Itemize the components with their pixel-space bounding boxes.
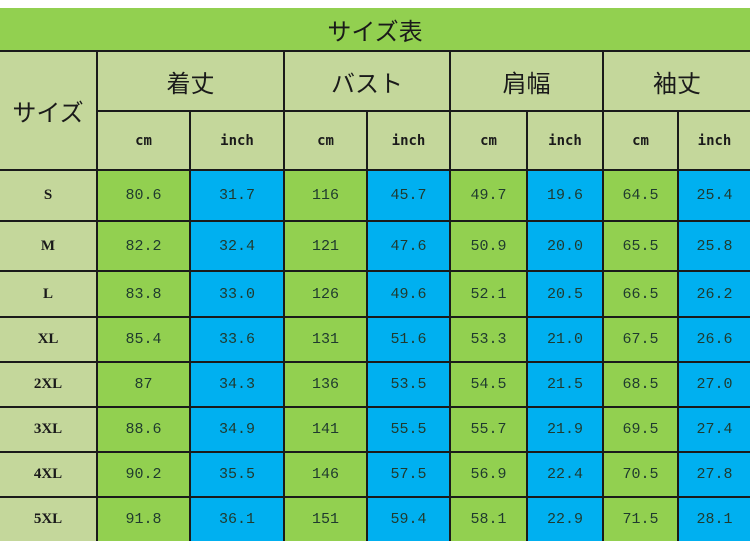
cm-value-cell: 80.6: [96, 169, 191, 222]
table-row: M 82.2 32.4 121 47.6 50.9 20.0 65.5 25.8: [0, 220, 750, 272]
cm-value-cell: 83.8: [96, 270, 191, 318]
inch-value-cell: 33.0: [189, 270, 285, 318]
size-label: M: [0, 220, 98, 272]
table-row: 4XL 90.2 35.5 146 57.5 56.9 22.4 70.5 27.8: [0, 451, 750, 498]
size-chart: サイズ表 サイズ 着丈 バスト 肩幅 袖丈 cm inch cm: [0, 8, 750, 541]
unit-header-inch: inch: [189, 110, 285, 171]
inch-value-cell: 59.4: [366, 496, 451, 541]
size-label: L: [0, 270, 98, 318]
unit-header-cm: cm: [97, 110, 191, 171]
cm-value-cell: 67.5: [602, 316, 679, 363]
inch-value-cell: 35.5: [189, 451, 285, 498]
header-sleeve: 袖丈: [602, 52, 750, 112]
inch-value-cell: 57.5: [366, 451, 451, 498]
size-column-header: サイズ: [0, 52, 98, 171]
cm-value-cell: 58.1: [449, 496, 528, 541]
table-row: 2XL 87 34.3 136 53.5 54.5 21.5 68.5 27.0: [0, 361, 750, 408]
inch-value-cell: 31.7: [189, 169, 285, 222]
inch-value-cell: 36.1: [189, 496, 285, 541]
inch-value-cell: 34.9: [189, 406, 285, 453]
cm-value-cell: 88.6: [96, 406, 191, 453]
unit-header-inch: inch: [366, 110, 451, 171]
inch-value-cell: 20.0: [526, 220, 604, 272]
cm-value-cell: 70.5: [602, 451, 679, 498]
inch-value-cell: 25.8: [677, 220, 750, 272]
size-table-body: S 80.6 31.7 116 45.7 49.7 19.6 64.5 25.4 M 82.2 32.…: [0, 169, 750, 541]
unit-header-inch: inch: [677, 110, 750, 171]
header-bust: バスト: [283, 52, 451, 112]
header-shoulder: 肩幅: [449, 52, 604, 112]
cm-value-cell: 126: [283, 270, 368, 318]
inch-value-cell: 49.6: [366, 270, 451, 318]
cm-value-cell: 65.5: [602, 220, 679, 272]
size-table: サイズ 着丈 バスト 肩幅 袖丈 cm inch cm inch cm inch…: [0, 52, 750, 541]
cm-value-cell: 71.5: [602, 496, 679, 541]
inch-value-cell: 45.7: [366, 169, 451, 222]
cm-value-cell: 116: [283, 169, 368, 222]
cm-value-cell: 141: [283, 406, 368, 453]
inch-value-cell: 32.4: [189, 220, 285, 272]
size-label: XL: [0, 316, 98, 363]
cm-value-cell: 151: [283, 496, 368, 541]
cm-value-cell: 146: [283, 451, 368, 498]
inch-value-cell: 26.6: [677, 316, 750, 363]
cm-value-cell: 90.2: [96, 451, 191, 498]
cm-value-cell: 121: [283, 220, 368, 272]
header-group-row: サイズ 着丈 バスト 肩幅 袖丈: [0, 52, 750, 171]
cm-value-cell: 85.4: [96, 316, 191, 363]
chart-title: サイズ表: [0, 8, 750, 52]
unit-header-inch: inch: [526, 110, 604, 171]
inch-value-cell: 55.5: [366, 406, 451, 453]
inch-value-cell: 21.9: [526, 406, 604, 453]
inch-value-cell: 27.0: [677, 361, 750, 408]
cm-value-cell: 66.5: [602, 270, 679, 318]
table-row: 3XL 88.6 34.9 141 55.5 55.7 21.9 69.5 27.4: [0, 406, 750, 453]
inch-value-cell: 27.8: [677, 451, 750, 498]
cm-value-cell: 52.1: [449, 270, 528, 318]
inch-value-cell: 22.4: [526, 451, 604, 498]
size-label: S: [0, 169, 98, 222]
cm-value-cell: 53.3: [449, 316, 528, 363]
inch-value-cell: 20.5: [526, 270, 604, 318]
cm-value-cell: 91.8: [96, 496, 191, 541]
cm-value-cell: 136: [283, 361, 368, 408]
table-row: 5XL 91.8 36.1 151 59.4 58.1 22.9 71.5 28.1: [0, 496, 750, 541]
inch-value-cell: 51.6: [366, 316, 451, 363]
size-label: 4XL: [0, 451, 98, 498]
cm-value-cell: 56.9: [449, 451, 528, 498]
unit-header-cm: cm: [283, 110, 368, 171]
cm-value-cell: 54.5: [449, 361, 528, 408]
cm-value-cell: 68.5: [602, 361, 679, 408]
inch-value-cell: 34.3: [189, 361, 285, 408]
inch-value-cell: 26.2: [677, 270, 750, 318]
inch-value-cell: 25.4: [677, 169, 750, 222]
unit-header-cm: cm: [602, 110, 679, 171]
size-label: 3XL: [0, 406, 98, 453]
cm-value-cell: 55.7: [449, 406, 528, 453]
cm-value-cell: 64.5: [602, 169, 679, 222]
cm-value-cell: 50.9: [449, 220, 528, 272]
inch-value-cell: 21.0: [526, 316, 604, 363]
inch-value-cell: 21.5: [526, 361, 604, 408]
cm-value-cell: 69.5: [602, 406, 679, 453]
size-label: 2XL: [0, 361, 98, 408]
cm-value-cell: 87: [96, 361, 191, 408]
inch-value-cell: 22.9: [526, 496, 604, 541]
header-unit-row: cm inch cm inch cm inch cm inch: [0, 110, 750, 171]
cm-value-cell: 131: [283, 316, 368, 363]
unit-header-cm: cm: [449, 110, 528, 171]
inch-value-cell: 33.6: [189, 316, 285, 363]
table-row: L 83.8 33.0 126 49.6 52.1 20.5 66.5 26.2: [0, 270, 750, 318]
inch-value-cell: 28.1: [677, 496, 750, 541]
inch-value-cell: 27.4: [677, 406, 750, 453]
table-row: S 80.6 31.7 116 45.7 49.7 19.6 64.5 25.4: [0, 169, 750, 222]
size-label: 5XL: [0, 496, 98, 541]
inch-value-cell: 47.6: [366, 220, 451, 272]
cm-value-cell: 82.2: [96, 220, 191, 272]
inch-value-cell: 19.6: [526, 169, 604, 222]
header-length: 着丈: [96, 52, 285, 112]
inch-value-cell: 53.5: [366, 361, 451, 408]
cm-value-cell: 49.7: [449, 169, 528, 222]
table-row: XL 85.4 33.6 131 51.6 53.3 21.0 67.5 26.6: [0, 316, 750, 363]
